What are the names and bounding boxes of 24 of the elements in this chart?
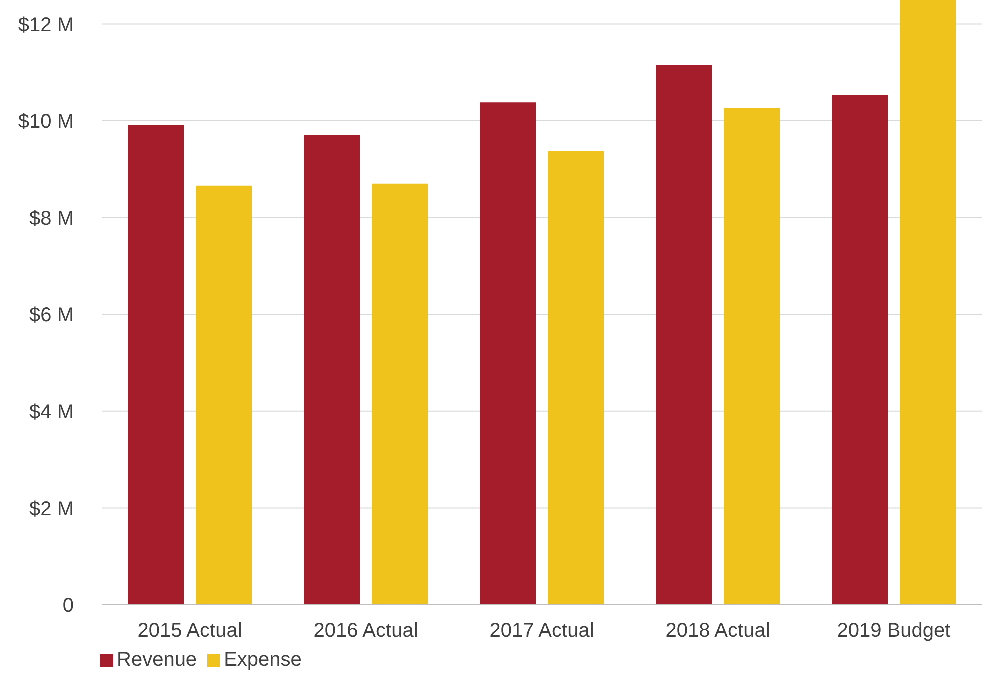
bar xyxy=(372,184,428,605)
bar xyxy=(900,0,956,605)
bar xyxy=(128,125,184,605)
y-tick-label: $2 M xyxy=(30,498,74,520)
y-tick-label: $8 M xyxy=(30,208,74,230)
y-tick-label: $12 M xyxy=(18,14,74,36)
bar xyxy=(196,186,252,605)
bar xyxy=(548,151,604,605)
x-tick-label: 2016 Actual xyxy=(314,620,418,642)
x-tick-label: 2018 Actual xyxy=(666,620,770,642)
bar xyxy=(304,136,360,605)
y-tick-label: 0 xyxy=(62,595,74,618)
x-tick-label: 2015 Actual xyxy=(138,620,242,642)
x-tick-label: 2017 Actual xyxy=(490,620,594,642)
y-tick-label: $10 M xyxy=(18,111,74,134)
legend-label: Revenue xyxy=(117,649,198,671)
x-tick-label: 2019 Budget xyxy=(837,620,952,642)
bar xyxy=(832,95,888,605)
bar xyxy=(480,102,536,605)
bar xyxy=(656,65,712,605)
y-tick-label: $6 M xyxy=(30,304,74,327)
legend-label: Expense xyxy=(224,649,302,671)
bar xyxy=(724,108,780,605)
y-tick-label: $4 M xyxy=(30,402,74,424)
